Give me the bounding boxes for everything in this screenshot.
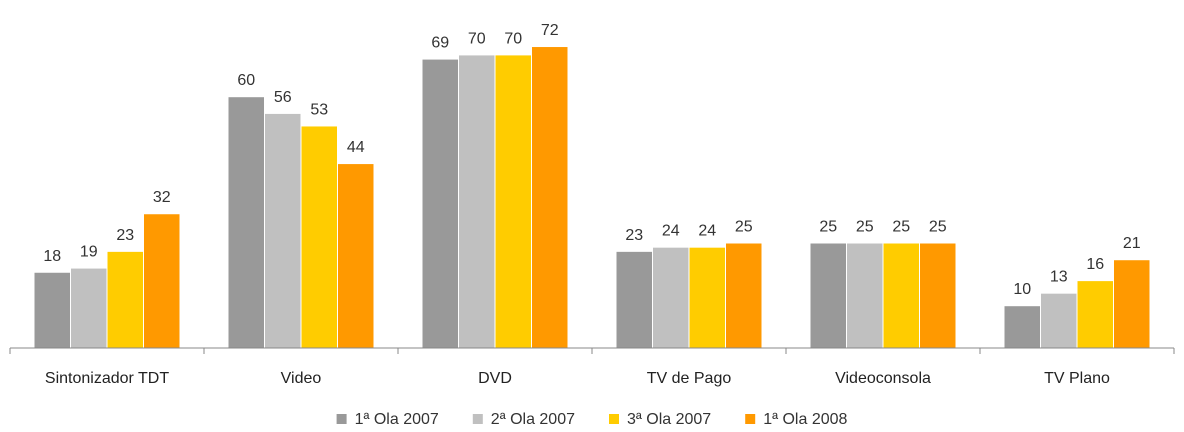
bar bbox=[107, 251, 143, 348]
data-label: 60 bbox=[237, 72, 255, 89]
bar bbox=[144, 214, 180, 348]
legend-swatch bbox=[609, 414, 619, 424]
data-label: 25 bbox=[892, 219, 910, 236]
category-label: Videoconsola bbox=[835, 370, 931, 387]
category-label: Sintonizador TDT bbox=[45, 370, 169, 387]
bar bbox=[422, 59, 458, 348]
data-label: 25 bbox=[735, 219, 753, 236]
data-label: 32 bbox=[153, 189, 171, 206]
category-label: TV Plano bbox=[1044, 370, 1110, 387]
legend: 1ª Ola 2007 2ª Ola 2007 3ª Ola 2007 1ª Ola … bbox=[336, 411, 848, 428]
bar bbox=[532, 47, 568, 348]
bar bbox=[883, 243, 919, 348]
data-label: 21 bbox=[1123, 235, 1141, 252]
category-label: DVD bbox=[478, 370, 512, 387]
data-label: 18 bbox=[43, 248, 61, 265]
data-label: 19 bbox=[80, 244, 98, 261]
data-label: 13 bbox=[1050, 269, 1068, 286]
bar bbox=[34, 272, 70, 348]
category-labels-layer: Sintonizador TDT Video DVD TV de Pago Videoc… bbox=[45, 370, 1110, 387]
legend-item: 2ª Ola 2007 bbox=[472, 411, 575, 428]
data-label: 10 bbox=[1013, 281, 1031, 298]
data-label: 24 bbox=[698, 223, 716, 240]
legend-label: 1ª Ola 2008 bbox=[763, 411, 847, 428]
bar bbox=[71, 268, 107, 348]
bar bbox=[689, 247, 725, 348]
data-label: 23 bbox=[116, 227, 134, 244]
legend-label: 2ª Ola 2007 bbox=[491, 411, 575, 428]
category-label: Video bbox=[281, 370, 322, 387]
bar bbox=[301, 126, 337, 349]
bar bbox=[1041, 293, 1077, 348]
bar bbox=[810, 243, 846, 348]
data-label: 72 bbox=[541, 22, 559, 39]
data-label: 69 bbox=[431, 35, 449, 52]
data-label: 25 bbox=[856, 219, 874, 236]
category-label: TV de Pago bbox=[647, 370, 732, 387]
legend-item: 1ª Ola 2008 bbox=[745, 411, 848, 428]
bar bbox=[1077, 281, 1113, 348]
data-label: 25 bbox=[819, 219, 837, 236]
bar bbox=[726, 243, 762, 348]
bar bbox=[1004, 306, 1040, 348]
bar bbox=[338, 164, 374, 348]
bars-layer bbox=[34, 47, 1150, 349]
bar bbox=[265, 113, 301, 348]
data-label: 53 bbox=[310, 101, 328, 118]
data-label: 23 bbox=[625, 227, 643, 244]
bar bbox=[1114, 260, 1150, 348]
legend-swatch bbox=[472, 414, 483, 424]
value-labels-layer: 18 19 23 32 60 56 53 44 69 70 70 72 23 24 24 25 25 25 25 25… bbox=[43, 22, 1140, 298]
bar bbox=[616, 251, 652, 348]
data-label: 44 bbox=[347, 139, 365, 156]
data-label: 70 bbox=[504, 30, 522, 47]
legend-item: 3ª Ola 2007 bbox=[609, 411, 711, 428]
bar bbox=[495, 55, 531, 349]
bar bbox=[228, 97, 264, 348]
legend-swatch bbox=[745, 414, 756, 424]
data-label: 16 bbox=[1086, 256, 1104, 273]
data-label: 70 bbox=[468, 30, 486, 47]
x-axis-ticks bbox=[9, 348, 1175, 354]
legend-item: 1ª Ola 2007 bbox=[336, 411, 439, 428]
data-label: 24 bbox=[662, 223, 680, 240]
bar bbox=[459, 55, 495, 349]
bar bbox=[847, 243, 883, 348]
legend-swatch bbox=[336, 414, 347, 424]
bar bbox=[920, 243, 956, 348]
data-label: 56 bbox=[274, 89, 292, 106]
legend-label: 3ª Ola 2007 bbox=[627, 411, 711, 428]
data-label: 25 bbox=[929, 219, 947, 236]
bar bbox=[653, 247, 689, 348]
legend-label: 1ª Ola 2007 bbox=[355, 411, 439, 428]
